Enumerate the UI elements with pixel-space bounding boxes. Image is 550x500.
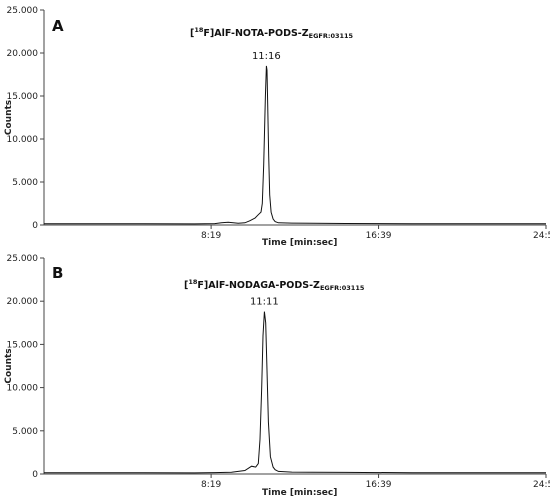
y-tick-label: 15.000 [7, 340, 39, 350]
x-tick-label: 8:19 [201, 480, 221, 490]
chromatogram-trace [44, 65, 546, 225]
y-tick-label: 25.000 [7, 254, 39, 264]
y-tick-label: 20.000 [7, 297, 39, 307]
y-tick-label: 20.000 [7, 49, 39, 59]
peak-label: 11:11 [250, 297, 279, 308]
panel-title: [18F]AlF-NOTA-PODS-ZEGFR:03115 [190, 26, 354, 40]
panel-b: 0 5.000 10.000 15.000 20.000 25.000 8:19 16:39 2… [4, 254, 550, 498]
y-axis-label: Counts [4, 348, 14, 383]
title-subscript: EGFR:03115 [320, 284, 365, 292]
x-tick-label: 8:19 [201, 231, 221, 241]
x-tick-label: 16:39 [366, 231, 392, 241]
chromatogram-trace [44, 311, 546, 474]
y-tick-label: 5.000 [12, 427, 38, 437]
x-tick-label: 24:59 [533, 480, 550, 490]
y-tick-label: 15.000 [7, 92, 39, 102]
panel-letter: B [52, 264, 63, 282]
y-tick-label: 10.000 [7, 135, 39, 145]
panel-a: 0 5.000 10.000 15.000 20.000 25.000 8:19 16:39 2… [4, 6, 550, 248]
title-isotope: 18 [194, 26, 204, 34]
x-axis-label: Time [min:sec] [262, 238, 337, 248]
y-tick-label: 25.000 [7, 6, 39, 16]
panel-title: [18F]AlF-NODAGA-PODS-ZEGFR:03115 [184, 278, 365, 292]
y-tick-label: 10.000 [7, 384, 39, 394]
x-tick-label: 16:39 [366, 480, 392, 490]
panel-letter: A [52, 17, 64, 35]
y-axis-label: Counts [4, 100, 14, 135]
peak-label: 11:16 [252, 51, 281, 62]
x-tick-label: 24:59 [533, 231, 550, 241]
y-tick-label: 0 [32, 470, 38, 480]
y-tick-label: 0 [32, 221, 38, 231]
y-tick-label: 5.000 [12, 178, 38, 188]
x-axis-label: Time [min:sec] [262, 488, 337, 498]
title-isotope: 18 [188, 278, 198, 286]
title-subscript: EGFR:03115 [309, 32, 354, 40]
